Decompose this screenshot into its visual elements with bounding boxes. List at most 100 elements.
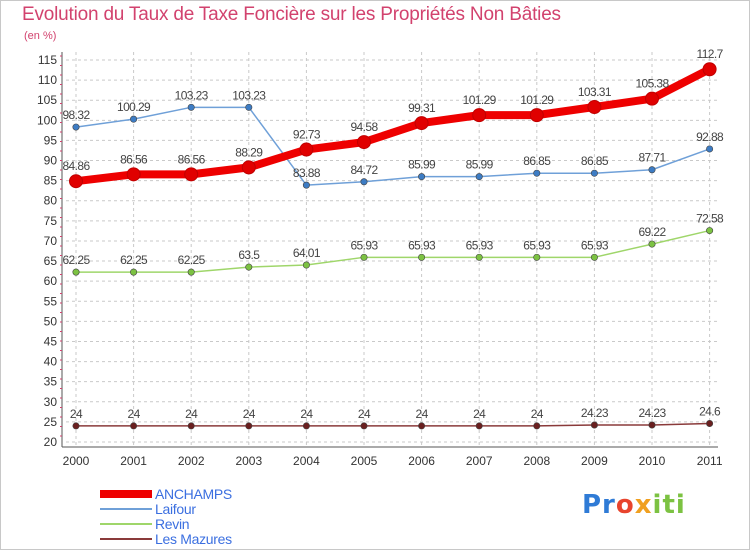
- data-point-les-mazures: [302, 422, 310, 430]
- data-label-revin: 72.58: [696, 212, 724, 226]
- data-label-les-mazures: 24: [128, 407, 141, 421]
- y-tick-label: 55: [44, 294, 58, 308]
- data-label-laifour: 86.85: [581, 154, 609, 168]
- data-point-revin: [475, 253, 483, 261]
- y-tick-label: 65: [44, 254, 58, 268]
- y-tick-label: 105: [37, 93, 57, 107]
- legend-swatch: [100, 523, 152, 525]
- data-point-les-mazures: [418, 422, 426, 430]
- data-label-les-mazures: 24: [358, 407, 371, 421]
- data-label-laifour: 85.99: [408, 158, 436, 172]
- data-point-revin: [187, 268, 195, 276]
- legend-label: Revin: [155, 516, 190, 532]
- data-label-laifour: 87.71: [638, 151, 666, 165]
- data-label-les-mazures: 24.23: [581, 406, 609, 420]
- data-label-les-mazures: 24: [473, 407, 486, 421]
- x-tick-label: 2000: [63, 454, 90, 468]
- y-tick-label: 115: [38, 53, 57, 67]
- y-tick-label: 75: [44, 214, 58, 228]
- legend-swatch: [100, 490, 152, 498]
- y-tick-label: 80: [44, 194, 58, 208]
- data-point-les-mazures: [72, 422, 80, 430]
- data-point-revin: [648, 240, 656, 248]
- data-point-les-mazures: [360, 422, 368, 430]
- data-point-les-mazures: [648, 421, 656, 429]
- data-point-les-mazures: [245, 422, 253, 430]
- data-label-laifour: 84.72: [350, 163, 378, 177]
- data-label-revin: 62.25: [178, 253, 206, 267]
- legend-swatch: [100, 508, 152, 510]
- data-point-laifour: [706, 145, 714, 153]
- chart-title: Evolution du Taux de Taxe Foncière sur l…: [22, 4, 561, 25]
- data-point-anchamps: [241, 160, 256, 175]
- data-point-anchamps: [645, 91, 659, 106]
- y-tick-label: 40: [44, 355, 58, 369]
- x-tick-label: 2009: [581, 454, 608, 468]
- data-label-anchamps: 101.29: [520, 93, 554, 107]
- x-tick-label: 2011: [697, 454, 723, 468]
- y-tick-label: 70: [44, 234, 58, 248]
- data-label-anchamps: 101.29: [463, 93, 497, 107]
- data-point-laifour: [187, 103, 195, 111]
- data-label-laifour: 86.85: [523, 154, 551, 168]
- data-point-anchamps: [529, 108, 544, 123]
- data-label-anchamps: 103.31: [578, 85, 612, 99]
- data-label-laifour: 103.23: [175, 88, 209, 102]
- y-tick-label: 90: [44, 154, 58, 168]
- data-label-anchamps: 86.56: [120, 152, 148, 166]
- data-label-anchamps: 84.86: [62, 159, 90, 173]
- data-point-laifour: [130, 115, 138, 123]
- legend-label: ANCHAMPS: [155, 486, 232, 502]
- data-point-laifour: [245, 103, 253, 111]
- legend-label: Les Mazures: [155, 531, 232, 547]
- x-tick-label: 2003: [235, 454, 262, 468]
- data-point-les-mazures: [187, 422, 195, 430]
- y-tick-label: 100: [37, 113, 57, 127]
- data-point-les-mazures: [130, 422, 138, 430]
- series-line-les-mazures: [75, 422, 711, 427]
- data-point-laifour: [648, 166, 656, 174]
- x-tick-label: 2004: [293, 454, 320, 468]
- data-label-laifour: 100.29: [117, 100, 151, 114]
- data-point-revin: [706, 227, 714, 235]
- data-point-laifour: [360, 178, 368, 186]
- data-point-revin: [302, 261, 310, 269]
- x-tick-label: 2001: [120, 454, 147, 468]
- data-label-laifour: 98.32: [62, 108, 90, 122]
- data-label-laifour: 92.88: [696, 130, 724, 144]
- data-label-les-mazures: 24: [416, 407, 429, 421]
- chart-unit-label: (en %): [24, 30, 57, 42]
- data-point-anchamps: [357, 135, 371, 150]
- data-label-anchamps: 94.58: [350, 120, 378, 134]
- y-tick-label: 20: [44, 435, 58, 449]
- data-point-anchamps: [702, 62, 717, 77]
- x-tick-label: 2002: [178, 454, 205, 468]
- data-point-laifour: [302, 181, 310, 189]
- data-point-laifour: [590, 169, 598, 177]
- data-point-anchamps: [69, 174, 83, 189]
- legend-label: Laifour: [155, 501, 196, 517]
- data-label-les-mazures: 24: [531, 407, 544, 421]
- data-point-anchamps: [587, 100, 602, 115]
- data-point-les-mazures: [706, 420, 714, 428]
- data-label-revin: 65.93: [408, 238, 436, 252]
- data-point-revin: [72, 268, 80, 276]
- data-point-anchamps: [414, 116, 429, 131]
- x-tick-label: 2010: [639, 454, 666, 468]
- data-point-laifour: [475, 173, 483, 181]
- data-point-les-mazures: [475, 422, 483, 430]
- data-point-revin: [533, 253, 541, 261]
- data-point-anchamps: [126, 167, 141, 182]
- data-label-revin: 65.93: [466, 238, 494, 252]
- data-label-les-mazures: 24.23: [638, 406, 666, 420]
- data-point-anchamps: [472, 108, 487, 123]
- data-label-revin: 65.93: [581, 238, 609, 252]
- data-label-anchamps: 86.56: [178, 152, 206, 166]
- y-tick-label: 95: [44, 133, 58, 147]
- y-tick-label: 35: [44, 375, 58, 389]
- y-tick-label: 45: [44, 334, 58, 348]
- data-label-revin: 62.25: [120, 253, 148, 267]
- data-label-laifour: 83.88: [293, 166, 321, 180]
